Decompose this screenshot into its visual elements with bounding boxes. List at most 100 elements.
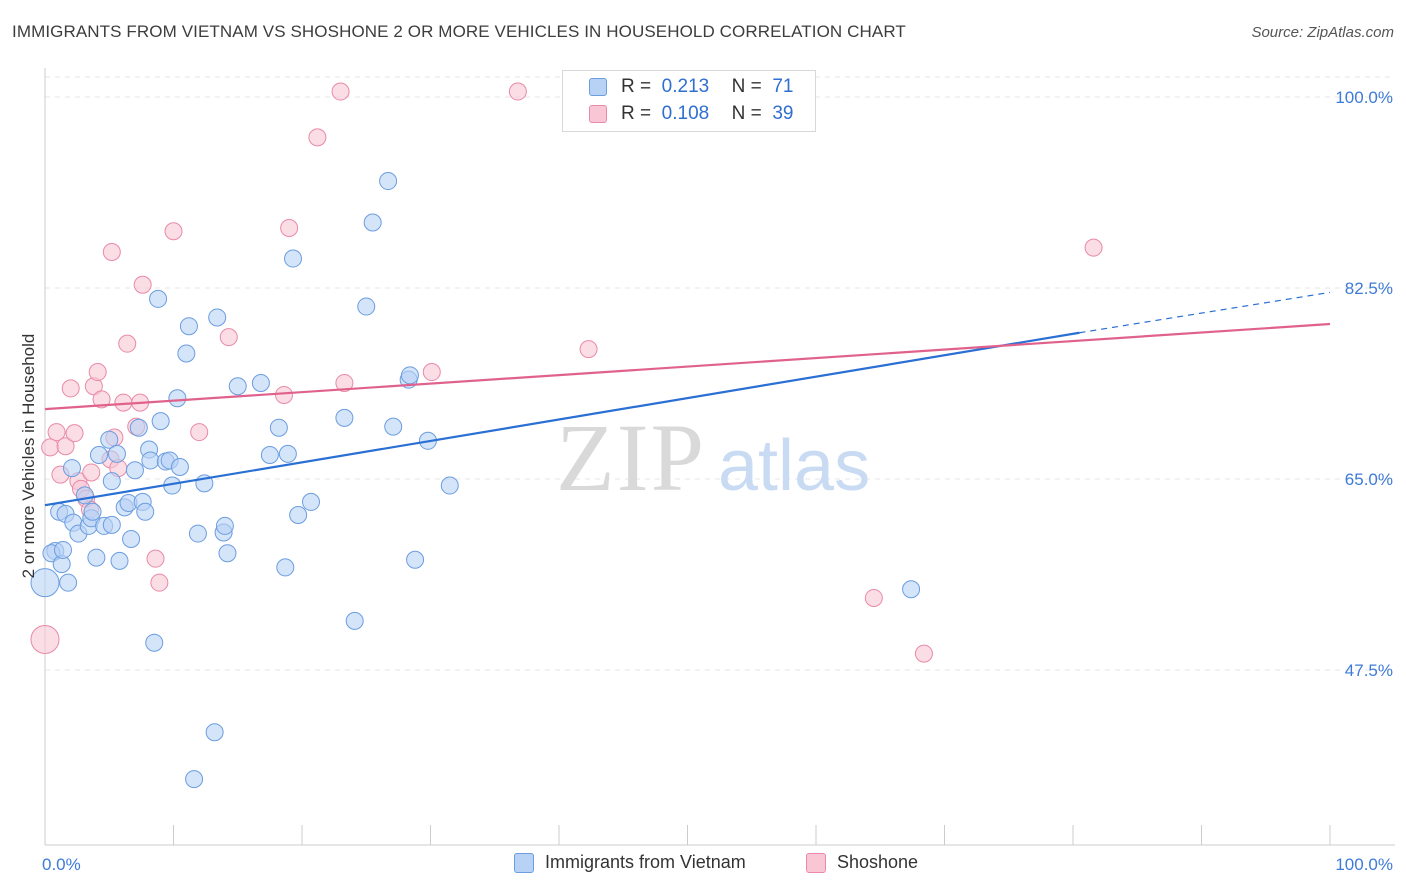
shoshone-point bbox=[47, 423, 66, 442]
vietnam-point bbox=[301, 492, 320, 511]
vietnam-point bbox=[215, 516, 234, 535]
gridlines bbox=[45, 76, 1395, 671]
shoshone-point bbox=[118, 334, 137, 353]
shoshone-point bbox=[219, 328, 238, 347]
shoshone-point bbox=[579, 340, 598, 359]
vietnam-point bbox=[87, 548, 106, 567]
vietnam-point bbox=[208, 308, 227, 327]
vietnam-point bbox=[218, 544, 237, 563]
shoshone-point bbox=[280, 218, 299, 237]
axes bbox=[44, 68, 1395, 846]
vietnam-point bbox=[136, 502, 155, 521]
shoshone-point bbox=[190, 423, 209, 442]
chart-source: Source: ZipAtlas.com bbox=[1251, 24, 1394, 41]
legend-label-shoshone: Shoshone bbox=[837, 852, 919, 872]
y-tick-label: 82.5% bbox=[1345, 279, 1393, 298]
x-tick-label: 0.0% bbox=[42, 855, 81, 874]
vietnam-point bbox=[400, 366, 419, 385]
vietnam-point bbox=[107, 444, 126, 463]
watermark-atlas: atlas bbox=[718, 426, 870, 506]
vietnam-point bbox=[125, 461, 144, 480]
vietnam-point bbox=[110, 551, 129, 570]
shoshone-point bbox=[92, 390, 111, 409]
legend-n-value: 39 bbox=[772, 103, 794, 124]
shoshone-trend-line bbox=[44, 322, 1331, 411]
vietnam-point bbox=[269, 418, 288, 437]
shoshone-point bbox=[864, 588, 883, 607]
legend-swatch-shoshone bbox=[806, 852, 826, 873]
vietnam-point bbox=[102, 472, 121, 491]
vietnam-point bbox=[228, 377, 247, 396]
legend-n-label: N = bbox=[731, 103, 762, 124]
trend-lines bbox=[44, 291, 1331, 507]
vietnam-point bbox=[902, 580, 921, 599]
vietnam-points bbox=[30, 172, 921, 789]
vietnam-point bbox=[89, 445, 108, 464]
vietnam-point bbox=[75, 486, 94, 505]
vietnam-point bbox=[170, 457, 189, 476]
y-axis-label: 2 or more Vehicles in Household bbox=[19, 334, 38, 579]
vietnam-point bbox=[251, 373, 270, 392]
vietnam-point bbox=[177, 344, 196, 363]
legend-swatch-shoshone bbox=[589, 105, 607, 123]
vietnam-point bbox=[141, 451, 160, 470]
legend-row-shoshone: R = 0.108 N = 39 bbox=[589, 101, 793, 127]
vietnam-point bbox=[149, 289, 168, 308]
shoshone-point bbox=[308, 128, 327, 147]
shoshone-point bbox=[56, 437, 75, 456]
vietnam-point bbox=[129, 418, 148, 437]
shoshone-point bbox=[88, 363, 107, 382]
vietnam-point bbox=[406, 550, 425, 569]
tick-labels: 47.5% 65.0% 82.5% 100.0% 0.0% 100.0% bbox=[42, 88, 1393, 874]
vietnam-trend-extension bbox=[1079, 291, 1331, 334]
legend-item-vietnam: Immigrants from Vietnam bbox=[514, 852, 746, 873]
shoshone-point bbox=[146, 549, 165, 568]
legend-r-value: 0.213 bbox=[661, 76, 710, 97]
watermark: ZIP atlas bbox=[556, 404, 870, 511]
shoshone-point bbox=[65, 424, 84, 443]
legend-n-label: N = bbox=[731, 76, 762, 97]
vietnam-point bbox=[188, 524, 207, 543]
vietnam-point bbox=[100, 430, 119, 449]
legend-item-shoshone: Shoshone bbox=[806, 852, 918, 873]
shoshone-point bbox=[30, 624, 60, 654]
vietnam-point bbox=[276, 558, 295, 577]
vietnam-point bbox=[335, 408, 354, 427]
vietnam-point bbox=[357, 297, 376, 316]
vietnam-point bbox=[53, 540, 72, 559]
series-legend: Immigrants from Vietnam Shoshone bbox=[0, 852, 1406, 878]
shoshone-point bbox=[150, 573, 169, 592]
watermark-zip: ZIP bbox=[556, 404, 706, 511]
vietnam-point bbox=[179, 317, 198, 336]
stats-legend: R = 0.213 N = 71 R = 0.108 N = 39 bbox=[562, 70, 816, 132]
y-tick-label: 65.0% bbox=[1345, 470, 1393, 489]
vietnam-point bbox=[122, 530, 141, 549]
vietnam-point bbox=[278, 444, 297, 463]
shoshone-point bbox=[422, 363, 441, 382]
vietnam-trend-line bbox=[44, 331, 1080, 507]
vietnam-point bbox=[62, 459, 81, 478]
shoshone-point bbox=[914, 644, 933, 663]
vietnam-point bbox=[440, 476, 459, 495]
legend-swatch-vietnam bbox=[514, 852, 534, 873]
shoshone-point bbox=[335, 373, 354, 392]
shoshone-point bbox=[102, 242, 121, 261]
legend-n-value: 71 bbox=[772, 76, 794, 97]
vietnam-point bbox=[284, 249, 303, 268]
shoshone-points bbox=[30, 82, 1103, 663]
vietnam-point bbox=[345, 611, 364, 630]
vietnam-point bbox=[59, 573, 78, 592]
legend-r-value: 0.108 bbox=[661, 103, 710, 124]
legend-r-label: R = bbox=[621, 76, 652, 97]
shoshone-point bbox=[508, 82, 527, 101]
shoshone-point bbox=[82, 463, 101, 482]
vietnam-point bbox=[185, 770, 204, 789]
vietnam-point bbox=[30, 568, 60, 598]
shoshone-point bbox=[133, 275, 152, 294]
y-tick-label: 100.0% bbox=[1335, 88, 1393, 107]
vietnam-point bbox=[168, 389, 187, 408]
legend-row-vietnam: R = 0.213 N = 71 bbox=[589, 74, 793, 100]
vietnam-point bbox=[151, 412, 170, 431]
legend-swatch-vietnam bbox=[589, 78, 607, 96]
